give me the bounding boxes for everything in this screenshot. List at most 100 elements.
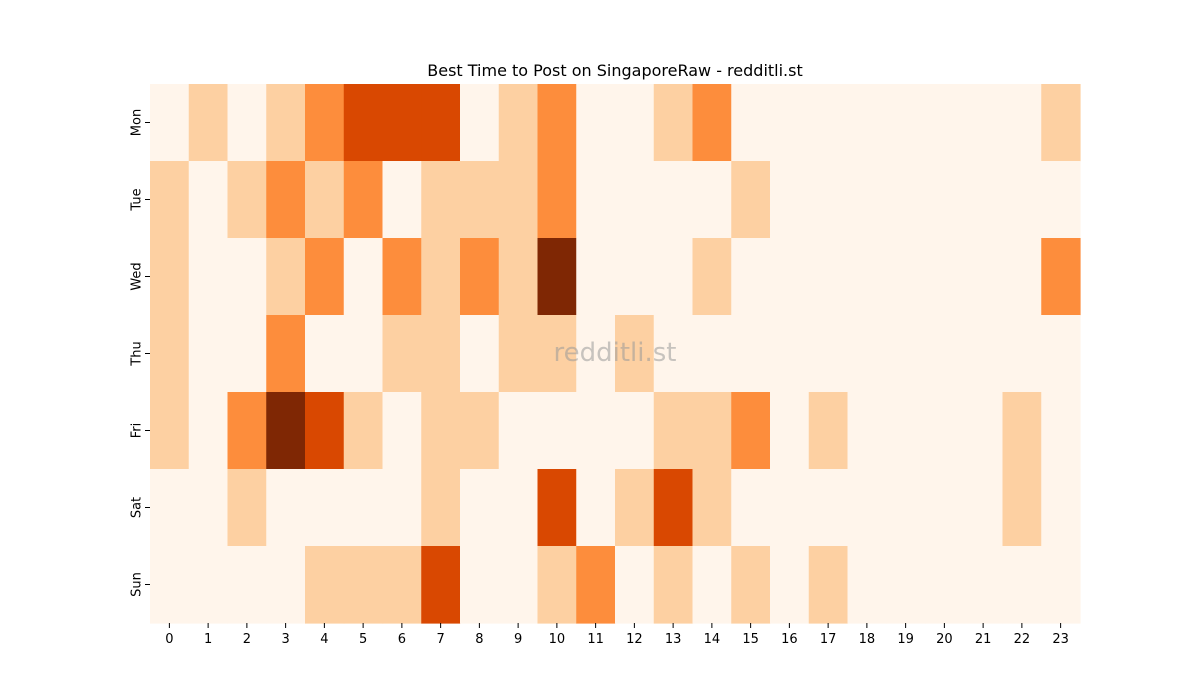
heatmap-cell [615,161,655,239]
heatmap-cell [925,392,965,470]
heatmap-cell [886,315,926,393]
heatmap-cell [770,392,810,470]
heatmap-cell [266,392,306,470]
heatmap-cell [537,469,577,547]
heatmap-cell [653,84,694,162]
heatmap-cell [615,546,655,624]
x-tick-label: 1 [204,632,212,647]
heatmap-cell [460,238,500,316]
heatmap-cell [305,238,345,316]
heatmap-cell [305,84,345,162]
heatmap-cell [731,546,771,624]
heatmap-cell [925,546,965,624]
heatmap-cell [227,238,267,316]
heatmap-cell [266,315,306,393]
heatmap-cell [692,392,732,470]
heatmap-cell [692,84,732,162]
heatmap-cell [925,315,965,393]
heatmap-cell [731,315,771,393]
x-tick-label: 21 [975,632,992,647]
heatmap-cell [808,546,849,624]
heatmap-cell [692,546,732,624]
heatmap-cell [382,161,422,239]
heatmap-cell [498,315,539,393]
heatmap-cell [731,84,771,162]
heatmap-cell [498,161,539,239]
heatmap-cell [847,315,887,393]
heatmap-cell [382,315,422,393]
heatmap-cell [1002,546,1042,624]
heatmap-cell [770,238,810,316]
heatmap-cell [421,469,461,547]
heatmap-cell [963,392,1004,470]
x-tick-label: 3 [281,632,289,647]
heatmap-cell [382,238,422,316]
x-tick-label: 18 [859,632,876,647]
heatmap-cell [731,238,771,316]
x-tick-label: 15 [742,632,759,647]
heatmap-cell [150,315,190,393]
x-tick-label: 14 [704,632,721,647]
heatmap-cell [421,238,461,316]
x-tick-label: 12 [626,632,643,647]
x-tick-label: 23 [1052,632,1069,647]
heatmap-cell [925,238,965,316]
x-tick-label: 10 [549,632,566,647]
heatmap-cell [847,84,887,162]
heatmap-cell [498,546,539,624]
heatmap-cell [227,469,267,547]
heatmap-cell [343,84,384,162]
heatmap-cell [537,392,577,470]
heatmap-cell [382,84,422,162]
heatmap-cell [537,315,577,393]
heatmap-cell [808,315,849,393]
x-tick-label: 22 [1014,632,1031,647]
heatmap-cell [1002,392,1042,470]
heatmap-cell [460,161,500,239]
heatmap-cell [1002,238,1042,316]
heatmap-cell [1041,392,1081,470]
heatmap-cell [227,392,267,470]
y-tick-label: Sun [130,572,145,597]
heatmap-cell [460,392,500,470]
heatmap-cell [227,546,267,624]
heatmap-cell [421,161,461,239]
heatmap-cell [343,161,384,239]
heatmap-cell [1002,161,1042,239]
heatmap-cell [808,84,849,162]
heatmap-cell [460,84,500,162]
heatmap-cell [770,315,810,393]
heatmap-cell [1041,161,1081,239]
heatmap-cell [576,84,616,162]
heatmap-cell [963,238,1004,316]
heatmap-cell [188,392,229,470]
heatmap-cell [460,315,500,393]
heatmap-cell [770,161,810,239]
heatmap-cell [692,161,732,239]
heatmap-cell [1041,546,1081,624]
heatmap-cell [770,469,810,547]
heatmap-cell [188,161,229,239]
heatmap-cell [537,84,577,162]
heatmap-cell [1041,469,1081,547]
heatmap-cell [382,546,422,624]
heatmap-cell [925,161,965,239]
heatmap-cell [537,161,577,239]
heatmap-cell [808,392,849,470]
heatmap-cell [692,315,732,393]
heatmap-cell [382,392,422,470]
heatmap-cell [886,161,926,239]
chart-title: Best Time to Post on SingaporeRaw - redd… [427,61,803,80]
x-axis-ticks: 0 1 2 3 4 5 6 7 8 9 10 11 12 13 14 15 16 17 18 19 20 21 22 23 [165,623,1069,647]
heatmap-cell [227,161,267,239]
heatmap-cell [692,469,732,547]
heatmap-cell [305,546,345,624]
x-tick-label: 6 [398,632,406,647]
heatmap-cell [692,238,732,316]
heatmap-cell [227,315,267,393]
heatmap-cell [731,392,771,470]
heatmap-cell [188,546,229,624]
heatmap-cell [770,546,810,624]
x-tick-label: 13 [665,632,682,647]
